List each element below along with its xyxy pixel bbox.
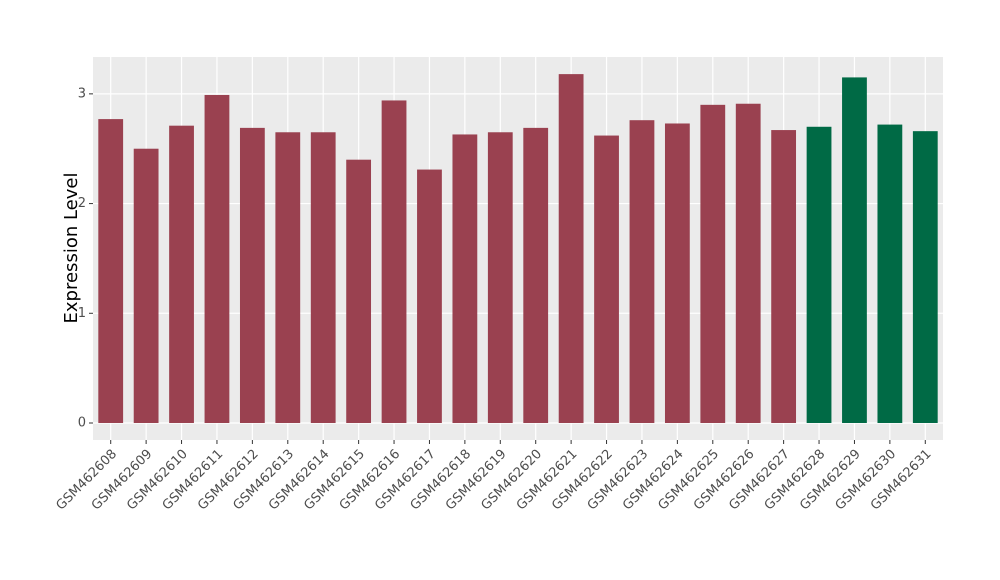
bar bbox=[523, 127, 549, 423]
bar bbox=[700, 104, 726, 423]
bar bbox=[594, 135, 619, 423]
bar bbox=[310, 132, 336, 423]
y-tick-label: 0 bbox=[78, 415, 86, 430]
bar bbox=[771, 130, 797, 423]
bar bbox=[912, 131, 938, 423]
bar bbox=[169, 125, 194, 423]
bar bbox=[842, 77, 867, 423]
bar bbox=[346, 159, 372, 423]
bar bbox=[381, 100, 407, 423]
bar bbox=[98, 119, 124, 423]
bar bbox=[204, 94, 230, 423]
bar bbox=[417, 169, 442, 423]
bar bbox=[877, 124, 903, 423]
bar bbox=[133, 148, 159, 423]
bar bbox=[735, 103, 761, 423]
bar bbox=[629, 120, 655, 423]
y-tick-label: 1 bbox=[78, 306, 86, 321]
y-axis-title: Expression Level bbox=[61, 173, 82, 324]
bar bbox=[275, 132, 301, 423]
bar bbox=[558, 74, 584, 423]
x-tick-label: GSM462608 bbox=[53, 447, 120, 514]
bar bbox=[452, 134, 478, 423]
y-tick-label: 2 bbox=[78, 196, 86, 211]
bar bbox=[806, 126, 832, 423]
bar bbox=[664, 123, 690, 423]
bar bbox=[487, 132, 513, 423]
y-tick-label: 3 bbox=[78, 86, 86, 101]
bar bbox=[239, 127, 265, 423]
plot-panel bbox=[93, 57, 943, 440]
